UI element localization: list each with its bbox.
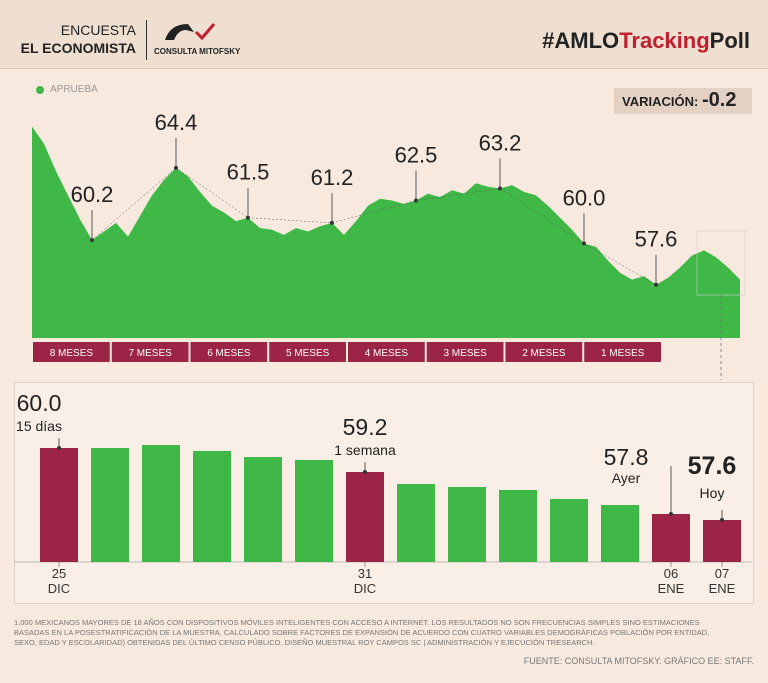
label-dot — [654, 282, 658, 287]
header-line2: EL ECONOMISTA — [20, 40, 136, 56]
period-box — [33, 342, 110, 362]
bar — [397, 484, 435, 562]
header-line1: ENCUESTA — [60, 22, 136, 38]
bar — [703, 520, 741, 562]
label-dot — [363, 470, 367, 474]
bar — [295, 460, 333, 562]
label-dot — [669, 512, 673, 516]
hashtag-prefix: #AMLO — [542, 28, 620, 53]
variation-label: VARIACIÓN: — [622, 94, 699, 109]
bar — [652, 514, 690, 562]
value-label: 60.0 — [16, 390, 62, 416]
connector — [331, 200, 417, 224]
variation-box: VARIACIÓN: -0.2 — [614, 88, 752, 114]
value-label: 57.6 — [635, 227, 678, 252]
hashtag: #AMLOTrackingPoll — [542, 28, 750, 54]
value-label: 57.6 — [687, 452, 737, 480]
annotation: Ayer — [611, 470, 641, 486]
label-dot — [57, 446, 61, 450]
area-chart: 60.2 64.4 61.5 61.2 62.5 63.2 60.0 57.6 8 MESES 7… — [32, 110, 746, 380]
annotation: 1 semana — [334, 442, 396, 458]
hashtag-mid: Tracking — [619, 28, 710, 53]
period-label: 5 MESES — [286, 348, 330, 359]
period-box — [505, 342, 583, 362]
hashtag-suffix: Poll — [709, 28, 750, 53]
footer-source: FUENTE: CONSULTA MITOFSKY. GRÁFICO EE: S… — [523, 656, 754, 666]
period-label: 7 MESES — [128, 348, 172, 359]
x-tick-label: 25 DIC — [47, 566, 71, 596]
connector — [91, 167, 177, 241]
logo-icon — [165, 23, 216, 41]
logo-text: CONSULTA MITOFSKY — [154, 47, 241, 56]
connector — [499, 188, 585, 244]
label-dot — [720, 518, 724, 522]
bar — [499, 490, 537, 562]
value-label: 60.2 — [71, 182, 114, 207]
bar — [448, 487, 486, 562]
header — [0, 0, 768, 69]
value-label: 57.8 — [603, 444, 649, 470]
x-tick-label: 06 ENE — [657, 566, 685, 596]
period-label: 1 MESES — [601, 348, 645, 359]
x-tick-label: 07 ENE — [708, 566, 736, 596]
bar — [550, 499, 588, 562]
bar-chart — [14, 438, 752, 567]
divider — [146, 20, 147, 60]
period-box — [190, 342, 268, 362]
bar — [193, 451, 231, 562]
x-tick-label: 31 DIC — [353, 566, 377, 596]
bar — [601, 505, 639, 562]
variation-value: -0.2 — [702, 89, 737, 111]
value-label: 63.2 — [479, 130, 522, 155]
connector — [175, 167, 249, 218]
connector — [583, 243, 657, 285]
bar — [244, 457, 282, 562]
value-label: 62.5 — [395, 143, 438, 168]
period-box — [111, 342, 189, 362]
period-label: 8 MESES — [50, 348, 94, 359]
period-box — [348, 342, 425, 362]
bar — [91, 448, 129, 562]
legend-label: APRUEBA — [50, 84, 98, 95]
period-box — [426, 342, 504, 362]
value-label: 59.2 — [342, 414, 388, 440]
bar — [346, 472, 384, 562]
annotation: Hoy — [699, 485, 725, 501]
area — [32, 126, 740, 338]
period-label: 6 MESES — [207, 348, 251, 359]
bar — [142, 445, 180, 562]
period-label: 3 MESES — [443, 348, 487, 359]
value-label: 64.4 — [155, 110, 198, 135]
bar — [40, 448, 78, 562]
value-label: 61.5 — [227, 160, 270, 185]
value-label: 60.0 — [563, 185, 606, 210]
annotation: 15 días — [16, 418, 62, 434]
footer-note: 1,000 MEXICANOS MAYORES DE 18 AÑOS CON D… — [14, 618, 710, 647]
period-label: 2 MESES — [522, 348, 566, 359]
value-label: 61.2 — [311, 165, 354, 190]
period-label: 4 MESES — [365, 348, 409, 359]
period-box — [269, 342, 346, 362]
period-box — [584, 342, 661, 362]
legend-swatch — [36, 86, 44, 94]
